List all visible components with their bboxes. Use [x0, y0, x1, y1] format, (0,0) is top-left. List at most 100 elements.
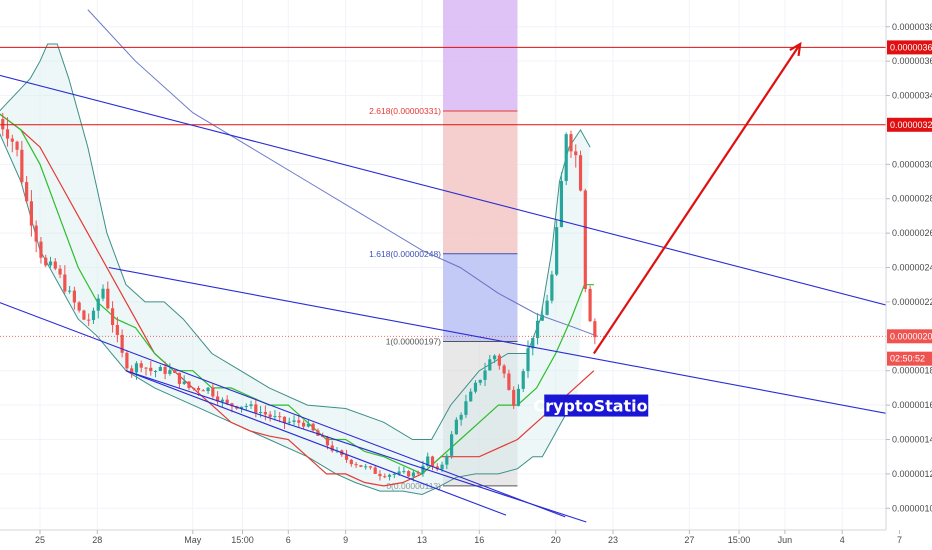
price-tag[interactable]: [887, 117, 932, 132]
price-tick-label: 0.00000220: [892, 297, 932, 307]
time-axis[interactable]: 25 28 May 15:00 6 9 13 16 20 23 27 15:00 Jun 4 7: [0, 529, 902, 550]
watermark: CryptoStation: [533, 394, 659, 417]
price-tick-label: 0.00000380: [892, 22, 932, 32]
candle-body: [521, 371, 525, 389]
candle-body: [220, 399, 225, 402]
horizontal-levels[interactable]: [0, 46, 886, 337]
candle-body: [569, 134, 573, 152]
candle-body: [58, 268, 62, 275]
candle-body: [483, 370, 487, 380]
candle-body: [316, 430, 320, 436]
candle-body: [163, 367, 167, 374]
candle-body: [564, 134, 568, 181]
price-tick-label: 0.00000300: [892, 159, 932, 169]
candle-body: [110, 308, 115, 326]
projection-arrow[interactable]: [592, 41, 802, 355]
price-axis-bg: [886, 0, 932, 550]
price-tick-label: 0.00000140: [892, 434, 932, 444]
candle-body: [583, 190, 587, 289]
bollinger-fill: [0, 44, 591, 495]
candle-body: [249, 404, 253, 407]
candle-body: [421, 465, 425, 474]
trendlines[interactable]: [0, 74, 932, 523]
candle-body: [254, 404, 258, 413]
candle-body: [454, 419, 458, 435]
candle-body: [545, 300, 549, 315]
candle-body: [101, 288, 105, 299]
candle-body: [292, 420, 296, 422]
candle-body: [526, 348, 530, 372]
candle-body: [354, 464, 358, 466]
candle-body: [416, 472, 420, 474]
candle-body: [239, 406, 244, 409]
fib-zone-middle: [443, 253, 518, 342]
trendline[interactable]: [0, 302, 566, 518]
time-tick-label: 28: [92, 535, 102, 545]
grid-lines: [0, 0, 900, 530]
candle-body: [469, 391, 473, 402]
candle-body: [268, 414, 272, 417]
candle-body: [540, 314, 544, 321]
trendline[interactable]: [0, 74, 932, 318]
candle-body: [383, 476, 387, 478]
candle-body: [306, 423, 310, 427]
candle-body: [196, 388, 201, 391]
time-tick-label: 20: [551, 535, 561, 545]
bollinger-lower: [0, 133, 577, 496]
arrow-shaft[interactable]: [592, 43, 802, 355]
candle-body: [244, 406, 248, 408]
candle-body: [91, 310, 96, 321]
price-tick-label: 0.00000180: [892, 366, 932, 376]
candle-body: [387, 474, 392, 477]
time-tick-label: 15:00: [231, 535, 254, 545]
price-tick-label: 0.00000280: [892, 194, 932, 204]
candle-body: [555, 227, 559, 275]
candle-body: [311, 423, 315, 431]
candle-body: [349, 459, 353, 465]
candle-body: [445, 455, 449, 465]
candle-body: [407, 471, 411, 477]
price-tag-label: 02:50:52: [890, 354, 925, 364]
candle-body: [149, 367, 153, 372]
candle-body: [259, 411, 263, 413]
candle-body: [216, 396, 220, 402]
candle-body: [392, 473, 396, 475]
price-tag[interactable]: [887, 329, 932, 344]
fib-level-label: 2.618(0.00000331): [369, 106, 441, 116]
candle-body: [10, 138, 14, 142]
time-tick-label: 27: [684, 535, 694, 545]
time-tick-label: 9: [343, 535, 348, 545]
candle-body: [168, 370, 172, 374]
fib-zone-lower: [443, 341, 518, 486]
time-tick-label: 4: [840, 535, 845, 545]
price-tick-label: 0.00000240: [892, 263, 932, 273]
arrow-head: [789, 41, 802, 56]
price-tag[interactable]: [887, 40, 932, 55]
candle-body: [364, 466, 368, 468]
candle-body: [297, 420, 301, 423]
trendline[interactable]: [125, 370, 587, 523]
time-tick-label: 16: [474, 535, 484, 545]
time-tick-label: Jun: [778, 535, 793, 545]
price-tick-label: 0.00000160: [892, 400, 932, 410]
candle-body: [1, 119, 5, 130]
price-tag-label: 0.00000323: [890, 120, 932, 130]
time-tick-label: 23: [608, 535, 618, 545]
price-tag[interactable]: [887, 351, 932, 366]
candle-body: [192, 387, 196, 389]
trendline[interactable]: [125, 370, 507, 516]
candle-body: [502, 365, 506, 374]
trendline[interactable]: [108, 266, 932, 423]
candle-body: [426, 456, 430, 466]
ma-long-line: [87, 9, 598, 337]
candle-body: [63, 274, 67, 292]
candle-body: [77, 302, 81, 311]
fibonacci-extension[interactable]: 2.618(0.00000331) 1.618(0.00000248) 1(0.00…: [369, 0, 518, 491]
candle-body: [330, 445, 334, 451]
candle-body: [187, 381, 191, 388]
candle-body: [44, 257, 48, 266]
